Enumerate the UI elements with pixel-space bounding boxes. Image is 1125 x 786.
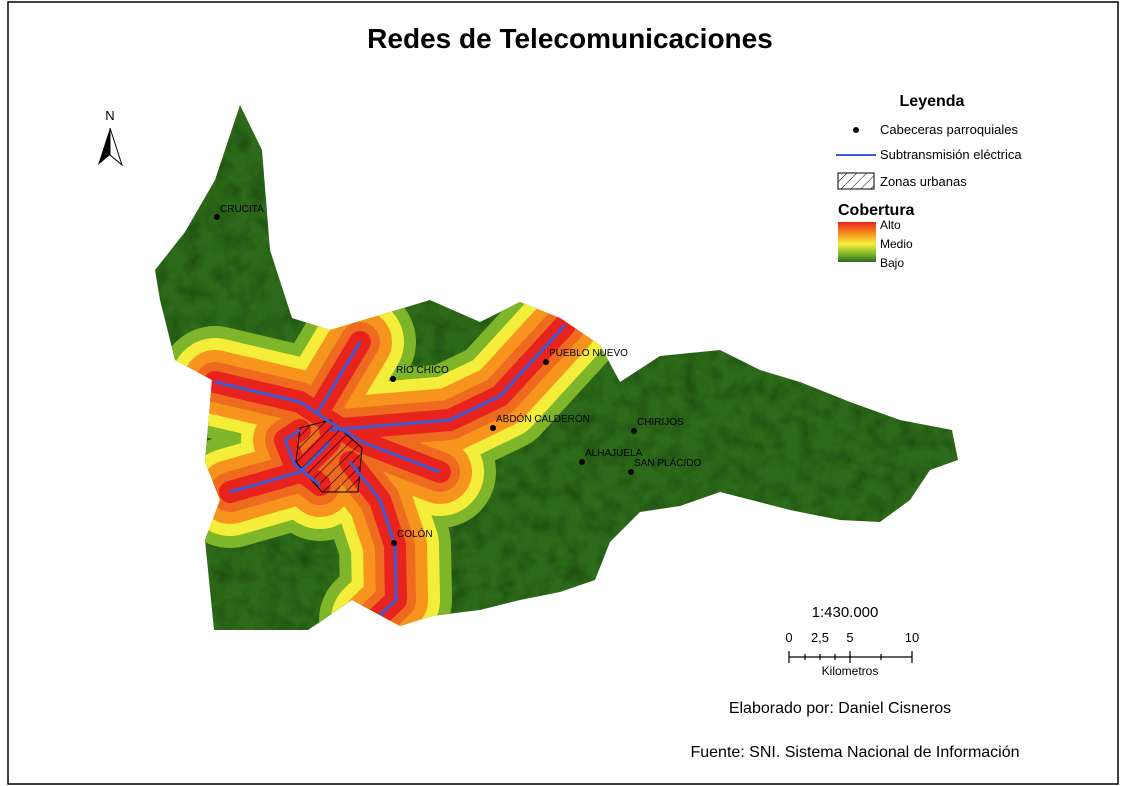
legend: Leyenda Cabeceras parroquiales Subtransm… <box>836 93 1022 270</box>
place-label: RÍO CHICO <box>396 363 449 376</box>
legend-symbol <box>838 173 874 189</box>
coverage-level: Medio <box>880 237 913 251</box>
place-label: CHIRIJOS <box>637 417 684 428</box>
scale-tick-label: 5 <box>846 630 853 645</box>
legend-symbol <box>853 127 859 133</box>
scale-tick-label: 0 <box>785 630 792 645</box>
place-label: CRUCITA <box>220 204 264 215</box>
page: { "title": "Redes de Telecomunicaciones"… <box>0 0 1125 786</box>
legend-item: Subtransmisión eléctrica <box>880 147 1022 162</box>
scale-tick-label: 10 <box>905 630 919 645</box>
source: Fuente: SNI. Sistema Nacional de Informa… <box>690 744 1019 761</box>
scale-bar: 1:430.000 0 2,5 5 10 Kilometros <box>785 604 919 678</box>
coverage-title: Cobertura <box>838 202 915 219</box>
author: Elaborado por: Daniel Cisneros <box>729 700 951 717</box>
place-dot <box>628 469 634 475</box>
place-dot <box>490 425 496 431</box>
coverage-ramp <box>838 222 876 262</box>
map-title: Redes de Telecomunicaciones <box>367 23 773 54</box>
place-label: COLÓN <box>397 527 433 540</box>
place-dot <box>390 376 396 382</box>
place-label: ABDÓN CALDERÓN <box>496 412 590 425</box>
legend-item: Zonas urbanas <box>880 174 967 189</box>
place-dot <box>391 540 397 546</box>
place-dot <box>543 359 549 365</box>
map-layout: Redes de Telecomunicaciones N CRUCITA RÍ… <box>0 0 1125 786</box>
place-dot <box>631 428 637 434</box>
place-dot <box>579 459 585 465</box>
place-label: SAN PLÁCIDO <box>634 456 701 469</box>
scale-unit: Kilometros <box>822 664 879 678</box>
coverage-level: Bajo <box>880 256 904 270</box>
scale-ratio: 1:430.000 <box>812 604 879 621</box>
coverage-level: Alto <box>880 218 901 232</box>
legend-title: Leyenda <box>900 93 965 110</box>
scale-tick-label: 2,5 <box>811 630 829 645</box>
place-label: PUEBLO NUEVO <box>549 348 628 359</box>
north-label: N <box>105 108 114 123</box>
north-arrow <box>98 128 122 165</box>
legend-item: Cabeceras parroquiales <box>880 122 1019 137</box>
